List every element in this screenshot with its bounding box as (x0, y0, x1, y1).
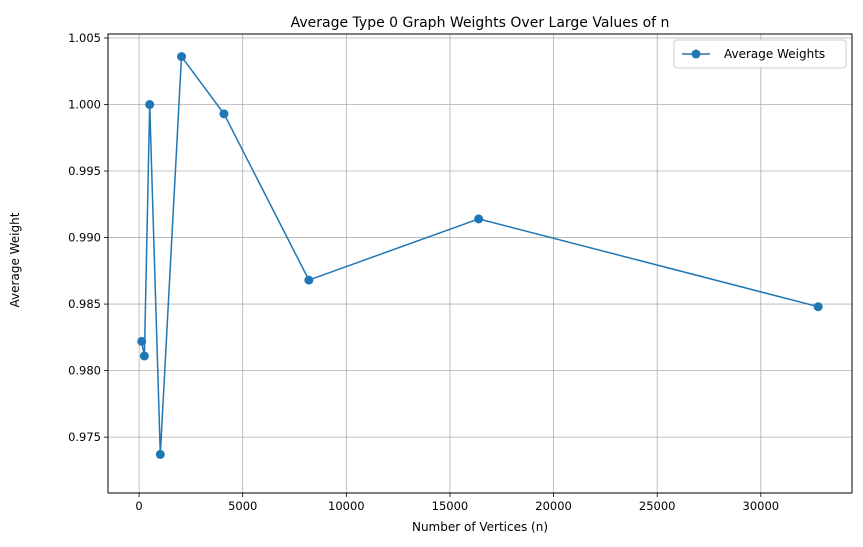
data-point (304, 275, 314, 285)
y-tick-label: 0.995 (68, 164, 101, 178)
series-layer (137, 52, 823, 459)
x-tick-label: 25000 (639, 499, 676, 513)
x-tick-label: 0 (135, 499, 142, 513)
legend-label: Average Weights (724, 47, 825, 61)
legend-marker-swatch (691, 49, 701, 59)
x-tick-label: 10000 (328, 499, 365, 513)
data-point (139, 351, 149, 361)
y-tick-label: 1.005 (68, 31, 101, 45)
y-axis-ticks: 0.975 0.980 0.985 0.990 0.995 1.000 1.005 (68, 31, 108, 444)
chart-title: Average Type 0 Graph Weights Over Large … (291, 15, 670, 31)
data-point (145, 100, 155, 110)
data-point (137, 336, 147, 346)
data-point (155, 449, 165, 459)
x-axis-ticks: 0 5000 10000 15000 20000 25000 30000 (135, 493, 779, 513)
y-tick-label: 0.975 (68, 430, 101, 444)
data-point (813, 302, 823, 312)
y-axis-label: Average Weight (8, 212, 22, 307)
x-axis-label: Number of Vertices (n) (412, 520, 548, 534)
data-point (177, 52, 187, 62)
y-tick-label: 0.985 (68, 297, 101, 311)
legend-box (673, 39, 847, 69)
data-point (219, 109, 229, 119)
data-point (474, 214, 484, 224)
x-tick-label: 30000 (743, 499, 780, 513)
y-tick-label: 0.980 (68, 364, 101, 378)
plot-frame (107, 33, 853, 494)
legend: Average Weights (673, 39, 847, 69)
grid (108, 34, 852, 493)
y-tick-label: 0.990 (68, 231, 101, 245)
y-tick-label: 1.000 (68, 98, 101, 112)
x-tick-label: 20000 (535, 499, 572, 513)
x-tick-label: 5000 (228, 499, 257, 513)
x-tick-label: 15000 (432, 499, 469, 513)
